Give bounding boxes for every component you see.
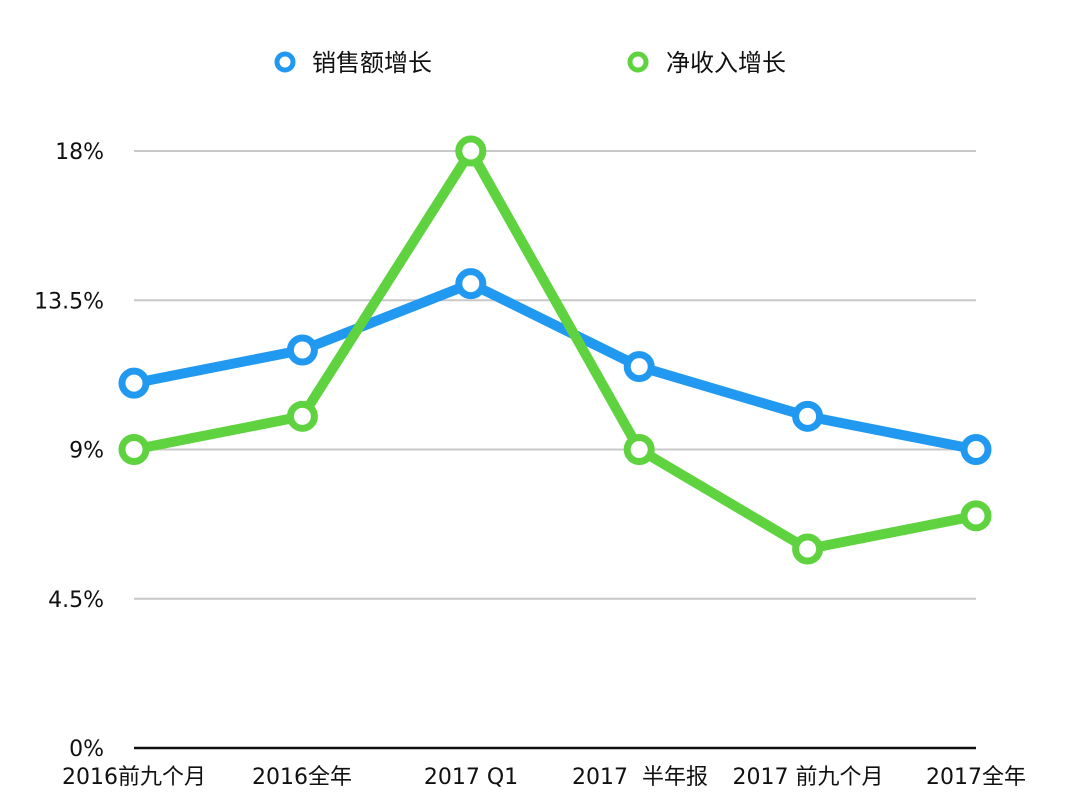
data-point <box>118 434 150 465</box>
legend-marker-net-income-growth <box>627 51 649 73</box>
y-tick-label: 13.5% <box>34 289 104 314</box>
legend-label-sales-growth: 销售额增长 <box>312 49 432 77</box>
legend-item-net-income-growth: 净收入增长 <box>627 49 786 77</box>
series-line <box>129 278 981 455</box>
legend-marker-sales-growth <box>274 51 296 73</box>
x-axis-tick-labels: 2016前九个月 2016全年 2017 Q1 2017 半年报 2017 前九… <box>62 765 1026 790</box>
x-tick-label: 2016全年 <box>252 765 352 790</box>
y-tick-label: 0% <box>69 737 104 762</box>
y-axis-tick-labels: 0% 4.5% 9% 13.5% 18% <box>34 140 104 762</box>
legend-label-net-income-growth: 净收入增长 <box>666 49 786 77</box>
y-tick-label: 4.5% <box>48 588 104 613</box>
data-point <box>118 367 150 399</box>
data-point <box>960 500 992 532</box>
data-point <box>623 434 655 465</box>
x-tick-label: 2016前九个月 <box>62 765 206 790</box>
data-point <box>792 533 824 565</box>
data-point <box>792 400 824 432</box>
data-point <box>960 434 992 465</box>
series-layer <box>118 135 992 565</box>
gridlines <box>134 150 976 600</box>
x-tick-label: 2017 Q1 <box>424 765 518 790</box>
data-point <box>623 351 655 383</box>
data-point <box>455 268 487 300</box>
data-point <box>286 400 318 432</box>
x-tick-label: 2017全年 <box>926 765 1026 790</box>
data-point <box>286 334 318 366</box>
legend-item-sales-growth: 销售额增长 <box>274 49 432 77</box>
x-tick-label: 2017 前九个月 <box>733 765 884 790</box>
series-line <box>129 146 981 554</box>
data-point <box>455 135 487 167</box>
x-tick-label: 2017 半年报 <box>572 765 708 790</box>
legend: 销售额增长 净收入增长 <box>274 49 786 77</box>
y-tick-label: 18% <box>55 140 104 165</box>
y-tick-label: 9% <box>69 439 104 464</box>
